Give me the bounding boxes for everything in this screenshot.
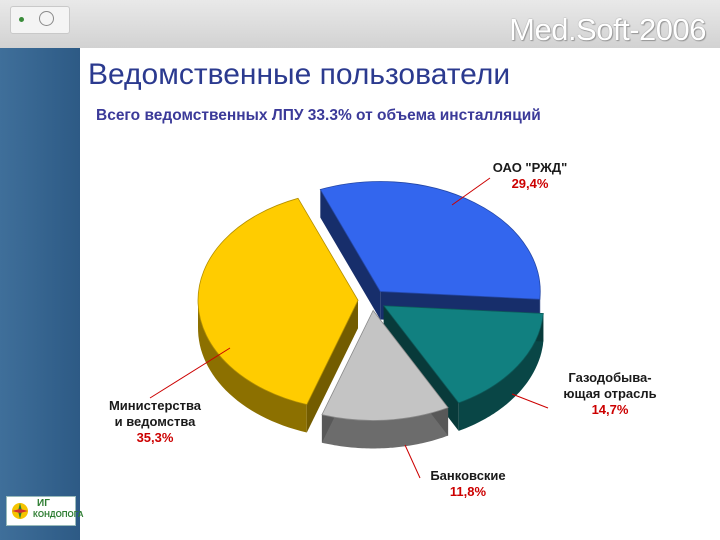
- pie-slice-0: [319, 181, 541, 300]
- leader-line-0: [451, 177, 491, 206]
- slice-label-3-0: Министерства: [109, 398, 202, 413]
- slide-subtitle: Всего ведомственных ЛПУ 33.3% от объема …: [96, 107, 541, 124]
- company-logo: ИГ КОНДОПОГА: [6, 496, 84, 526]
- leader-line-1: [511, 393, 549, 409]
- status-dot-icon: [19, 17, 24, 22]
- slice-label-1-1: ющая отрасль: [563, 386, 656, 401]
- pie-slice-side-1: [458, 313, 544, 431]
- pie-slice-side-3: [198, 299, 307, 433]
- pie-slice-wall-0-0: [320, 189, 381, 320]
- slice-label-1-0: Газодобыва-: [568, 370, 651, 385]
- pie-slice-wall-3-0: [306, 300, 359, 433]
- slice-value-0: 29,4%: [512, 176, 549, 191]
- logo-emblem-icon: [12, 503, 28, 519]
- circle-icon[interactable]: [39, 11, 54, 26]
- pie-slice-3: [197, 197, 359, 405]
- slice-value-2: 11,8%: [450, 484, 487, 499]
- window-controls[interactable]: [10, 6, 70, 34]
- logo-text-top: ИГ: [37, 498, 50, 509]
- slide-title: Ведомственные пользователи: [88, 58, 511, 91]
- leader-line-2: [404, 444, 421, 479]
- pie-slice-2: [321, 309, 449, 421]
- slice-label-0-0: ОАО "РЖД": [493, 160, 568, 175]
- slice-value-1: 14,7%: [592, 402, 629, 417]
- leader-line-3: [149, 347, 231, 399]
- brand-title: Med.Soft-2006: [509, 12, 706, 47]
- slice-value-3: 35,3%: [137, 430, 174, 445]
- logo-text-bottom: КОНДОПОГА: [33, 510, 84, 519]
- pie-slice-1: [382, 305, 544, 404]
- sidebar: [0, 48, 80, 540]
- slice-label-2-0: Банковские: [430, 468, 505, 483]
- pie-slice-side-2: [321, 407, 449, 449]
- header-bar: Med.Soft-2006: [0, 0, 720, 48]
- slice-label-3-1: и ведомства: [115, 414, 197, 429]
